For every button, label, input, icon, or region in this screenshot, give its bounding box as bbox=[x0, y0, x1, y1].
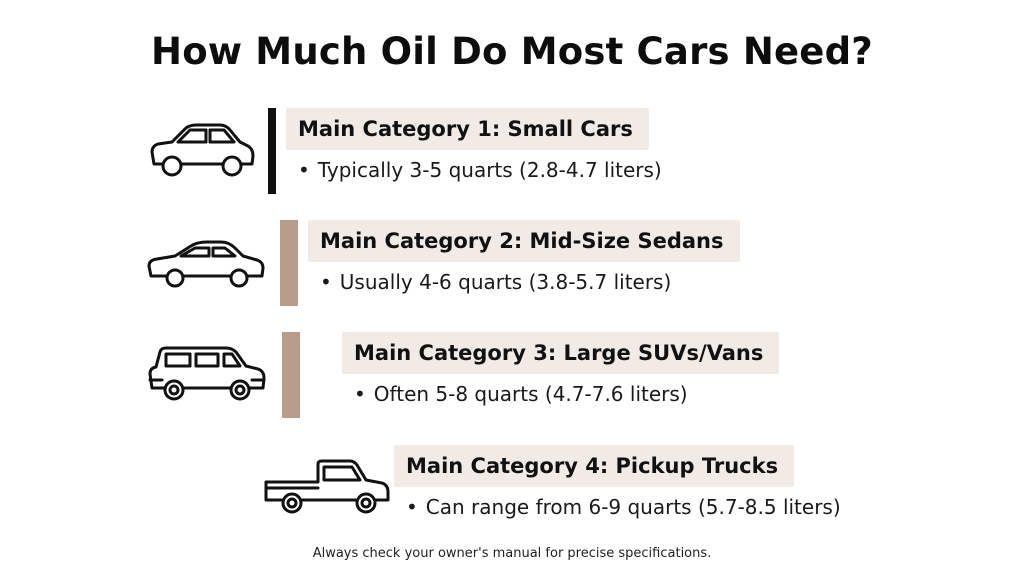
category-1-detail-text: Typically 3-5 quarts (2.8-4.7 liters) bbox=[317, 158, 662, 182]
footnote: Always check your owner's manual for pre… bbox=[312, 546, 712, 561]
category-4-detail: • Can range from 6-9 quarts (5.7-8.5 lite… bbox=[406, 495, 841, 519]
small-car-icon bbox=[148, 122, 256, 180]
category-2-label: Main Category 2: Mid-Size Sedans bbox=[308, 220, 740, 262]
category-1-detail: • Typically 3-5 quarts (2.8-4.7 liters) bbox=[298, 158, 662, 182]
sedan-icon bbox=[145, 238, 267, 290]
category-3-detail: • Often 5-8 quarts (4.7-7.6 liters) bbox=[354, 382, 688, 406]
suv-icon bbox=[146, 344, 268, 404]
category-4-label: Main Category 4: Pickup Trucks bbox=[394, 445, 795, 487]
category-2-accent-bar bbox=[280, 220, 298, 306]
category-1-label: Main Category 1: Small Cars bbox=[286, 108, 649, 150]
pickup-truck-icon bbox=[262, 458, 394, 518]
category-3-detail-text: Often 5-8 quarts (4.7-7.6 liters) bbox=[373, 382, 688, 406]
category-1-accent-bar bbox=[268, 108, 276, 194]
page-title: How Much Oil Do Most Cars Need? bbox=[151, 30, 873, 73]
category-3-accent-bar bbox=[282, 332, 300, 418]
category-3-label: Main Category 3: Large SUVs/Vans bbox=[342, 332, 780, 374]
category-2-detail-text: Usually 4-6 quarts (3.8-5.7 liters) bbox=[339, 270, 672, 294]
category-2-detail: • Usually 4-6 quarts (3.8-5.7 liters) bbox=[320, 270, 672, 294]
category-4-detail-text: Can range from 6-9 quarts (5.7-8.5 liter… bbox=[425, 495, 841, 519]
